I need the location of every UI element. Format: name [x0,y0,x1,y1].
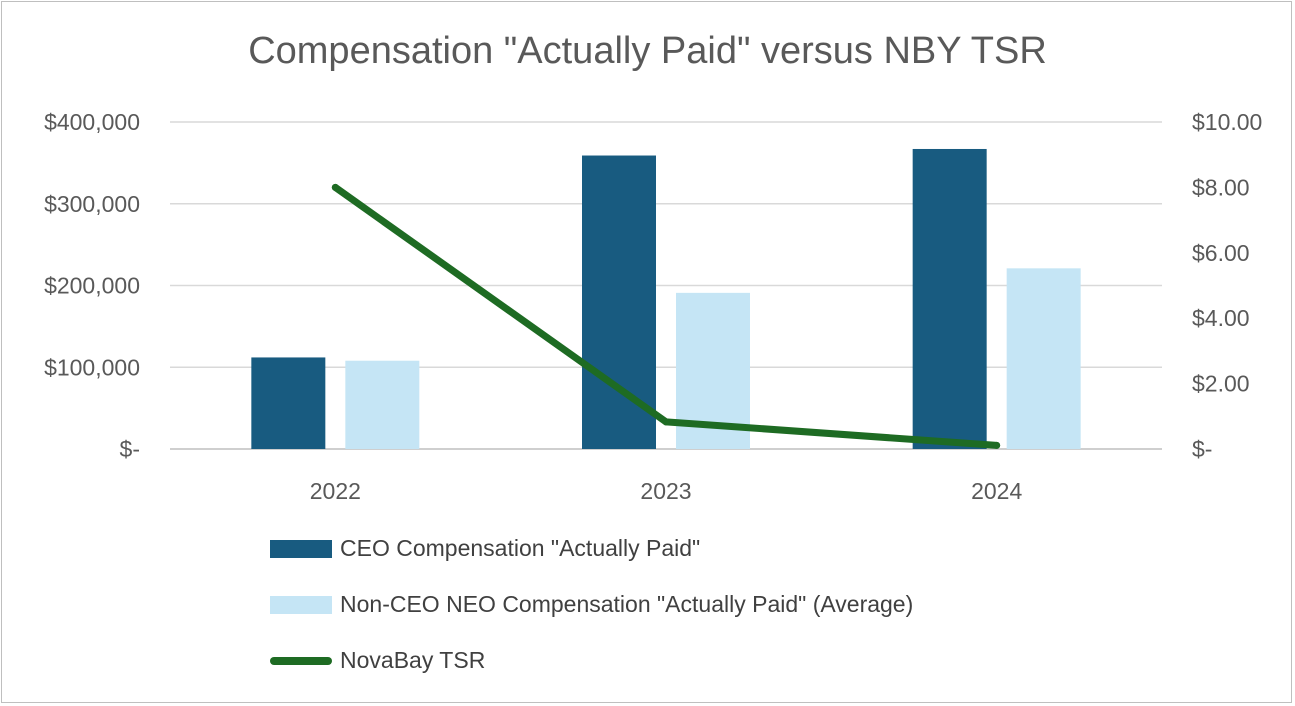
legend-swatch-tsr [270,656,332,665]
x-tick-label: 2023 [640,478,691,504]
tsr-point-2023 [662,418,670,426]
x-tick-label: 2022 [310,478,361,504]
left-tick-label: $100,000 [44,354,140,380]
legend-label-tsr: NovaBay TSR [340,647,486,673]
legend-item-tsr: NovaBay TSR [270,647,485,674]
left-tick-label: $300,000 [44,191,140,217]
legend-swatch-ceo [270,539,332,558]
right-tick-label: $6.00 [1192,240,1250,266]
right-tick-label: $- [1192,436,1212,462]
chart-title: Compensation "Actually Paid" versus NBY … [248,30,1047,72]
left-tick-label: $400,000 [44,109,140,135]
x-tick-label: 2024 [971,478,1022,504]
legend-swatch-non-ceo [270,595,332,614]
legend-label-ceo: CEO Compensation "Actually Paid" [340,535,701,561]
bar-non-ceo-2022 [345,360,420,449]
legend-label-non-ceo: Non-CEO NEO Compensation "Actually Paid"… [340,591,914,617]
bar-non-ceo-2024 [1006,268,1081,449]
bar-ceo-2024 [912,148,987,450]
legend-item-ceo: CEO Compensation "Actually Paid" [270,535,700,562]
left-tick-label: $- [120,436,140,462]
tsr-line [331,183,1001,449]
left-tick-label: $200,000 [44,273,140,299]
tsr-point-2022 [331,183,339,191]
tsr-point-2024 [993,441,1001,449]
right-tick-label: $8.00 [1192,174,1250,200]
legend-item-non-ceo: Non-CEO NEO Compensation "Actually Paid"… [270,591,913,618]
right-tick-label: $2.00 [1192,371,1250,397]
right-tick-label: $10.00 [1192,109,1262,135]
right-tick-label: $4.00 [1192,305,1250,331]
bar-ceo-2022 [251,357,326,449]
bar-ceo-2023 [582,155,656,449]
